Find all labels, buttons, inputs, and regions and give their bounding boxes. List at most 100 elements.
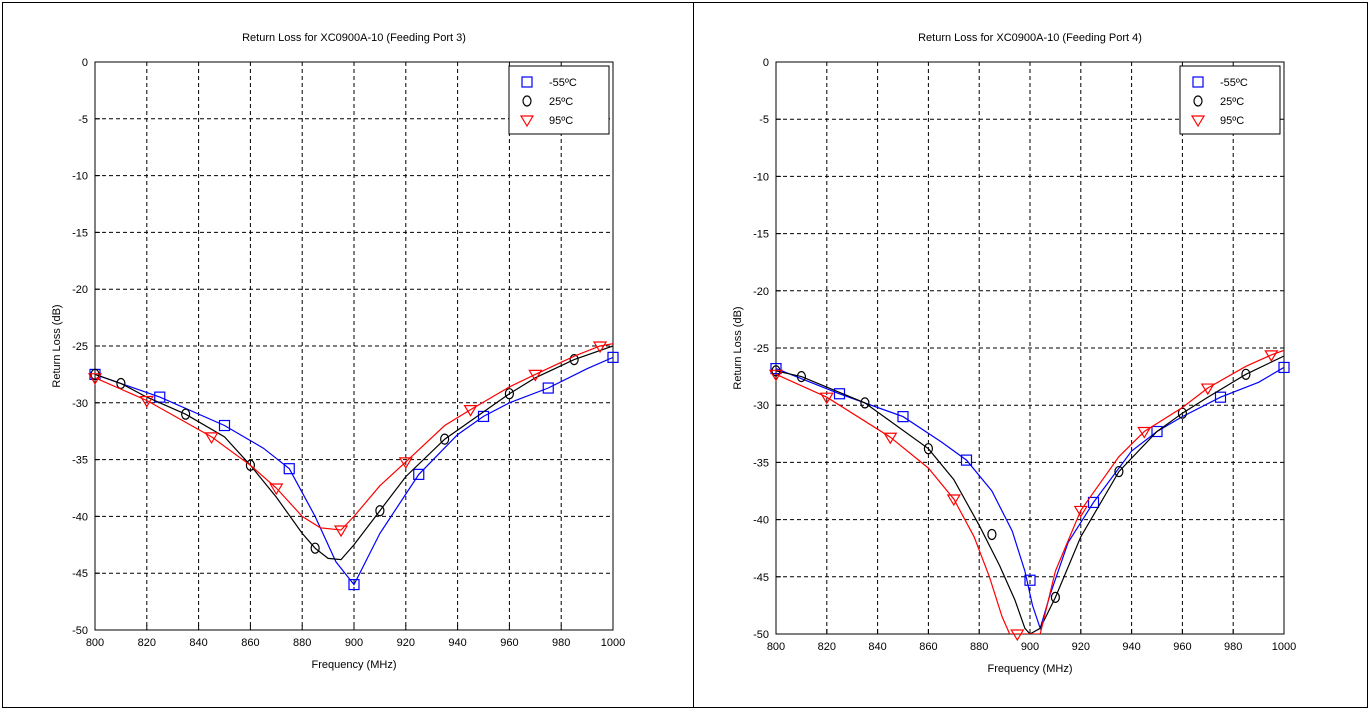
data-point-95-c bbox=[768, 369, 784, 382]
x-tick-label: 900 bbox=[345, 637, 363, 649]
data-point-95-c bbox=[528, 369, 543, 382]
x-axis-label: Frequency (MHz) bbox=[312, 659, 397, 671]
x-tick-label: 940 bbox=[448, 637, 466, 649]
x-tick-label: 980 bbox=[552, 637, 570, 649]
chart-title: Return Loss for XC0900A-10 (Feeding Port… bbox=[242, 32, 466, 44]
legend-label-95-c: 95ºC bbox=[549, 115, 573, 127]
data-point-25-c bbox=[181, 408, 191, 420]
legend-marker-55-c bbox=[521, 76, 533, 88]
data-point-55-c bbox=[833, 388, 846, 400]
data-point-55-c bbox=[348, 578, 360, 591]
y-tick-label: 0 bbox=[763, 57, 769, 69]
panel-divider bbox=[693, 2, 694, 708]
data-point-95-c bbox=[204, 432, 219, 445]
x-tick-label: 880 bbox=[293, 637, 311, 649]
y-axis-label: Return Loss (dB) bbox=[732, 306, 744, 389]
chart-panel-port-3: Return Loss for XC0900A-10 (Feeding Port… bbox=[3, 2, 693, 708]
data-point-25-c bbox=[860, 397, 870, 409]
data-point-25-c bbox=[116, 377, 126, 390]
x-tick-label: 880 bbox=[970, 641, 988, 653]
data-point-25-c bbox=[245, 459, 255, 471]
y-tick-label: -15 bbox=[72, 227, 88, 239]
y-tick-label: -5 bbox=[759, 114, 769, 126]
y-tick-label: -5 bbox=[78, 114, 88, 126]
x-tick-label: 800 bbox=[86, 637, 104, 649]
y-tick-label: -30 bbox=[753, 400, 769, 412]
data-point-95-c bbox=[946, 494, 961, 507]
data-point-55-c bbox=[1087, 496, 1100, 509]
y-tick-label: -15 bbox=[753, 229, 769, 241]
data-point-25-c bbox=[796, 371, 807, 383]
x-tick-label: 800 bbox=[767, 641, 785, 653]
chart-panel-port-4: Return Loss for XC0900A-10 (Feeding Port… bbox=[694, 2, 1368, 708]
y-tick-label: -25 bbox=[753, 343, 769, 355]
data-point-95-c bbox=[1200, 383, 1215, 396]
series-line-55-c bbox=[95, 356, 613, 586]
legend-label-55-c: -55ºC bbox=[549, 77, 577, 89]
data-point-55-c bbox=[607, 351, 619, 363]
data-point-25-c bbox=[569, 354, 579, 366]
y-tick-label: -45 bbox=[753, 572, 769, 584]
data-point-95-c bbox=[819, 392, 834, 405]
x-tick-label: 940 bbox=[1122, 641, 1140, 653]
x-tick-label: 860 bbox=[241, 637, 259, 649]
data-point-95-c bbox=[398, 457, 413, 470]
x-tick-label: 860 bbox=[919, 641, 937, 653]
data-point-55-c bbox=[542, 382, 554, 394]
legend-marker-25-c bbox=[522, 95, 532, 107]
legend-label-55-c: -55ºC bbox=[1220, 77, 1248, 89]
data-point-95-c bbox=[1264, 350, 1279, 363]
x-tick-label: 1000 bbox=[601, 637, 625, 649]
data-point-55-c bbox=[1151, 425, 1163, 438]
y-tick-label: -25 bbox=[72, 341, 88, 353]
data-point-25-c bbox=[310, 542, 320, 554]
data-point-25-c bbox=[923, 443, 933, 455]
y-tick-label: -35 bbox=[72, 455, 88, 467]
series-25-c bbox=[90, 345, 613, 561]
y-tick-label: -50 bbox=[753, 629, 769, 641]
grid-lines bbox=[776, 62, 1284, 634]
x-tick-label: 1000 bbox=[1272, 641, 1296, 653]
data-point-95-c bbox=[1073, 505, 1088, 518]
legend-label-95-c: 95ºC bbox=[1220, 115, 1244, 127]
series-95-c bbox=[87, 341, 613, 538]
series-95-c bbox=[768, 349, 1284, 642]
x-tick-label: 920 bbox=[397, 637, 415, 649]
y-tick-label: -40 bbox=[753, 515, 769, 527]
data-point-95-c bbox=[1010, 629, 1025, 642]
chart-title: Return Loss for XC0900A-10 (Feeding Port… bbox=[918, 32, 1142, 44]
y-tick-label: -30 bbox=[72, 398, 88, 410]
x-tick-label: 960 bbox=[500, 637, 518, 649]
x-tick-label: 840 bbox=[189, 637, 207, 649]
x-tick-label: 840 bbox=[868, 641, 886, 653]
y-tick-label: -50 bbox=[72, 625, 88, 637]
data-point-55-c bbox=[218, 419, 231, 432]
x-tick-label: 980 bbox=[1224, 641, 1242, 653]
data-point-25-c bbox=[987, 528, 997, 541]
y-tick-label: -45 bbox=[72, 568, 88, 580]
data-point-95-c bbox=[87, 373, 103, 385]
x-tick-label: 900 bbox=[1021, 641, 1039, 653]
data-point-55-c bbox=[413, 468, 425, 480]
data-point-55-c bbox=[770, 362, 782, 375]
series-line-25-c bbox=[95, 345, 613, 561]
data-point-95-c bbox=[1137, 426, 1152, 439]
legend-marker-55-c bbox=[1192, 76, 1204, 88]
y-tick-label: 0 bbox=[82, 57, 88, 69]
data-point-55-c bbox=[154, 391, 166, 403]
data-point-25-c bbox=[440, 433, 450, 445]
y-tick-label: -35 bbox=[753, 457, 769, 469]
series-line-25-c bbox=[776, 355, 1284, 634]
legend-marker-25-c bbox=[1193, 95, 1203, 107]
data-point-55-c bbox=[1278, 361, 1290, 374]
data-point-95-c bbox=[333, 525, 349, 538]
y-tick-label: -10 bbox=[753, 171, 769, 183]
series-line-95-c bbox=[776, 349, 1284, 634]
legend: -55ºC 25ºC 95ºC bbox=[508, 65, 610, 135]
x-tick-label: 820 bbox=[138, 637, 156, 649]
y-tick-label: -40 bbox=[72, 511, 88, 523]
legend-marker-95-c bbox=[1190, 115, 1206, 128]
data-point-55-c bbox=[897, 411, 909, 423]
x-tick-label: 960 bbox=[1173, 641, 1191, 653]
data-point-95-c bbox=[269, 483, 284, 496]
